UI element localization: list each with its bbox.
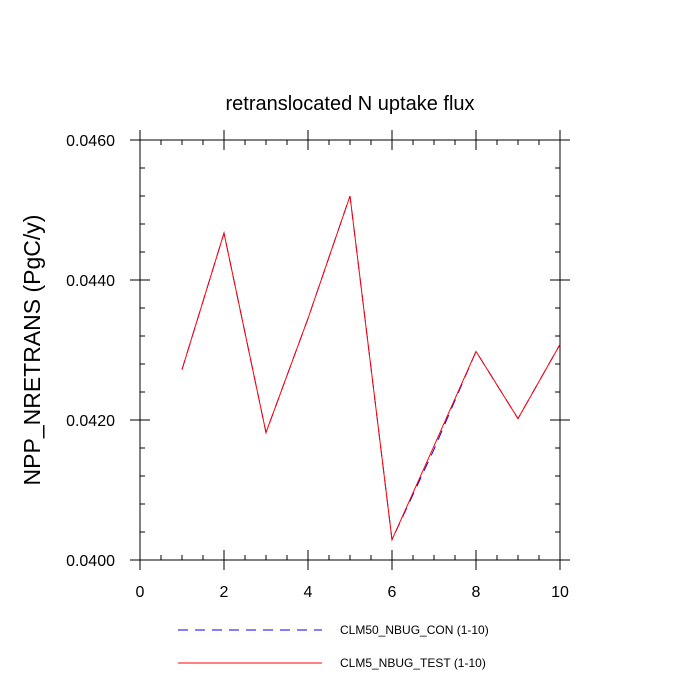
y-tick-label: 0.0460 (66, 133, 115, 150)
y-tick-label: 0.0440 (66, 273, 115, 290)
x-tick-label: 10 (551, 584, 569, 601)
legend: CLM50_NBUG_CON (1-10) CLM5_NBUG_TEST (1-1… (178, 623, 489, 670)
y-tick-label: 0.0420 (66, 413, 115, 430)
x-tick-label: 6 (388, 584, 397, 601)
y-axis-label: NPP_NRETRANS (PgC/y) (19, 215, 45, 486)
chart-title: retranslocated N uptake flux (225, 93, 474, 115)
y-tick-label: 0.0400 (66, 553, 115, 570)
series-lines (181, 195, 561, 542)
series-line (181, 195, 561, 542)
plot-frame (139, 139, 561, 561)
legend-label: CLM5_NBUG_TEST (1-10) (340, 656, 486, 670)
axis-tick-labels: 0 2 4 6 8 10 0.0400 0.0420 0.0440 0.0460 (66, 133, 569, 601)
x-tick-label: 8 (472, 584, 481, 601)
x-tick-label: 2 (220, 584, 229, 601)
x-tick-label: 4 (304, 584, 313, 601)
axis-ticks (130, 130, 570, 570)
legend-label: CLM50_NBUG_CON (1-10) (340, 623, 489, 637)
x-tick-label: 0 (136, 584, 145, 601)
